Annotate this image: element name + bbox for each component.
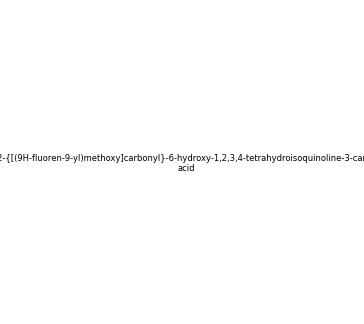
Text: (3S)-2-{[(9H-fluoren-9-yl)methoxy]carbonyl}-6-hydroxy-1,2,3,4-tetrahydroisoquino: (3S)-2-{[(9H-fluoren-9-yl)methoxy]carbon… [0,154,364,173]
